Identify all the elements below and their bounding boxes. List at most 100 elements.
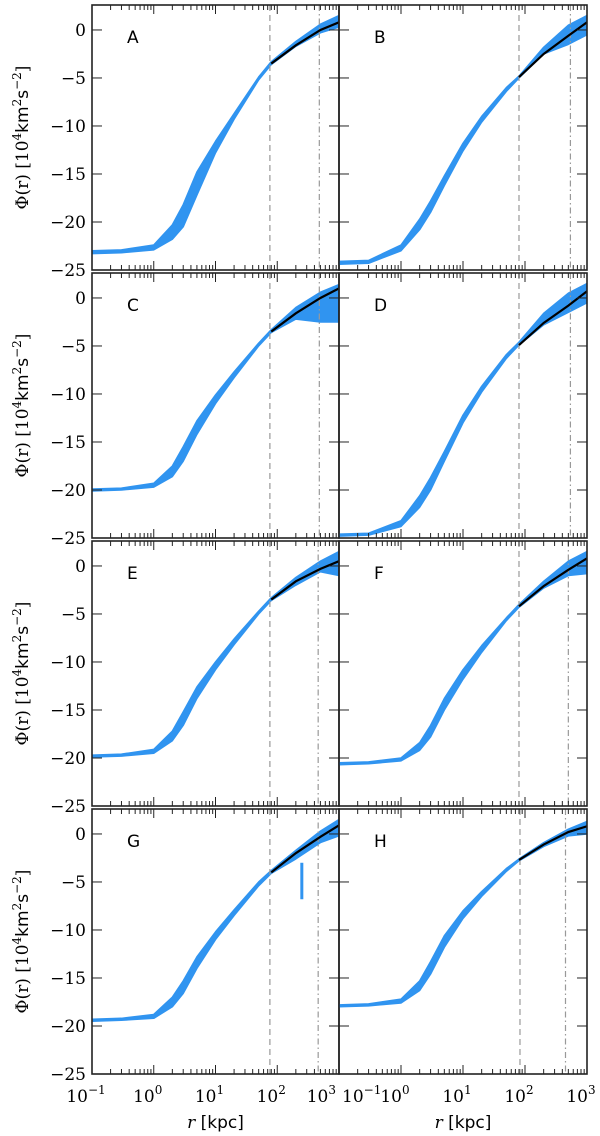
- y-tick-label: −5: [61, 337, 86, 357]
- y-tick-label: 0: [75, 825, 86, 845]
- x-axis-unit: [kpc]: [448, 1113, 491, 1133]
- y-axis-label-part: s: [13, 626, 33, 635]
- y-axis-label-part: 2: [10, 903, 24, 911]
- panel-label: F: [374, 564, 384, 584]
- y-tick-label: −5: [61, 873, 86, 893]
- y-tick-label: −20: [50, 1017, 86, 1037]
- y-tick-label: 0: [75, 21, 86, 41]
- y-tick-label: −20: [50, 749, 86, 769]
- panel-label: D: [374, 296, 387, 316]
- x-tick-exponent: 3: [588, 1083, 596, 1097]
- y-axis-label-part: ]: [13, 870, 33, 877]
- plot-area: [339, 809, 587, 1074]
- panel-C: −25 −20 −15 −10 −5 0 C Φ(r) [104km2s−2]: [10, 272, 340, 549]
- panel-label: B: [374, 28, 386, 48]
- y-axis-label: Φ(r) [104km2s−2]: [10, 66, 33, 210]
- y-axis-label-part: 4: [10, 132, 24, 140]
- x-tick-exponent: −1: [364, 1083, 382, 1097]
- x-tick-exponent: 1: [464, 1083, 472, 1097]
- x-tick-label: 102: [257, 1083, 286, 1107]
- y-axis-label-part: −2: [10, 876, 24, 894]
- y-axis-label-part: Φ(r): [13, 169, 33, 210]
- y-tick-label: −15: [50, 165, 86, 185]
- plot-area: [92, 5, 339, 270]
- y-axis-label-part: [10: [13, 140, 33, 168]
- fit-curve: [270, 287, 339, 333]
- y-axis-label-part: Φ(r): [13, 437, 33, 478]
- x-axis-var: r: [187, 1113, 201, 1133]
- panel-label: A: [127, 28, 139, 48]
- x-tick-exponent: −1: [88, 1083, 106, 1097]
- x-tick-label: 100: [133, 1083, 162, 1107]
- plot-area: [92, 541, 339, 806]
- y-tick-label: −25: [50, 797, 86, 817]
- y-axis-label-part: [10: [13, 408, 33, 436]
- x-tick-exponent: 3: [328, 1083, 336, 1097]
- x-tick-label: 100: [380, 1083, 409, 1107]
- x-axis-label: r [kpc]: [187, 1113, 244, 1133]
- x-tick-exponent: 0: [402, 1083, 410, 1097]
- potential-band: [92, 283, 339, 492]
- panel-label: H: [374, 832, 387, 852]
- fit-curve: [518, 21, 587, 78]
- y-axis-label-part: 4: [10, 400, 24, 408]
- y-tick-label: −15: [50, 433, 86, 453]
- fit-curve: [518, 825, 587, 861]
- fit-curve: [270, 560, 339, 601]
- y-axis-label-part: 2: [10, 367, 24, 375]
- panel-G: −25−20−15−10−50 GΦ(r) [104km2s−2]10−1 100 1…: [10, 808, 340, 1133]
- y-axis-label-part: s: [13, 90, 33, 99]
- y-tick-label: −10: [50, 653, 86, 673]
- y-axis-label-part: 2: [10, 635, 24, 643]
- x-tick-label: 101: [442, 1083, 471, 1107]
- y-tick-label: −15: [50, 701, 86, 721]
- potential-band: [339, 820, 587, 1008]
- y-axis-label-part: km: [13, 106, 33, 132]
- panel-B: B: [338, 4, 588, 271]
- y-tick-label: −10: [50, 385, 86, 405]
- panel-label: C: [127, 296, 139, 316]
- y-tick-label: −25: [50, 261, 86, 281]
- y-axis-label-part: ]: [13, 334, 33, 341]
- x-tick-label: 101: [195, 1083, 224, 1107]
- y-tick-label: −25: [50, 1065, 86, 1085]
- x-tick-exponent: 2: [526, 1083, 534, 1097]
- y-axis-label: Φ(r) [104km2s−2]: [10, 870, 33, 1014]
- x-axis-label: r [kpc]: [435, 1113, 492, 1133]
- x-tick-exponent: 2: [278, 1083, 286, 1097]
- x-tick-exponent: 0: [155, 1083, 163, 1097]
- y-axis-label-part: s: [13, 358, 33, 367]
- y-axis-label-part: Φ(r): [13, 973, 33, 1014]
- y-axis-label: Φ(r) [104km2s−2]: [10, 334, 33, 478]
- y-tick-label: −20: [50, 213, 86, 233]
- x-axis-var: r: [435, 1113, 449, 1133]
- plot-area: [92, 273, 339, 538]
- y-tick-label: −10: [50, 117, 86, 137]
- x-tick-label: 10−1: [342, 1083, 381, 1107]
- plot-area: [92, 809, 339, 1074]
- y-tick-label: −5: [61, 69, 86, 89]
- y-axis-label-part: [10: [13, 676, 33, 704]
- panel-F: F: [338, 540, 588, 807]
- y-axis-label-part: km: [13, 642, 33, 668]
- x-tick-label: 103: [566, 1083, 595, 1107]
- fit-curve: [518, 557, 587, 608]
- y-axis-label-part: 4: [10, 936, 24, 944]
- y-axis-label-part: −2: [10, 340, 24, 358]
- panel-D: D: [338, 272, 588, 539]
- x-tick-label: 102: [504, 1083, 533, 1107]
- y-axis-label-part: [10: [13, 944, 33, 972]
- y-axis-label-part: km: [13, 374, 33, 400]
- panel-A: −25 −20 −15 −10 −5 0 A Φ(r) [104km2s−2]: [10, 4, 340, 281]
- plot-area: [339, 541, 587, 806]
- y-tick-label: −10: [50, 921, 86, 941]
- plot-area: [339, 5, 587, 270]
- y-tick-label: 0: [75, 557, 86, 577]
- y-axis-label-part: ]: [13, 602, 33, 609]
- y-axis-label-part: −2: [10, 608, 24, 626]
- potential-band: [339, 14, 587, 265]
- fit-curve: [270, 21, 339, 65]
- x-tick-exponent: 1: [217, 1083, 225, 1097]
- fit-curve: [270, 824, 339, 874]
